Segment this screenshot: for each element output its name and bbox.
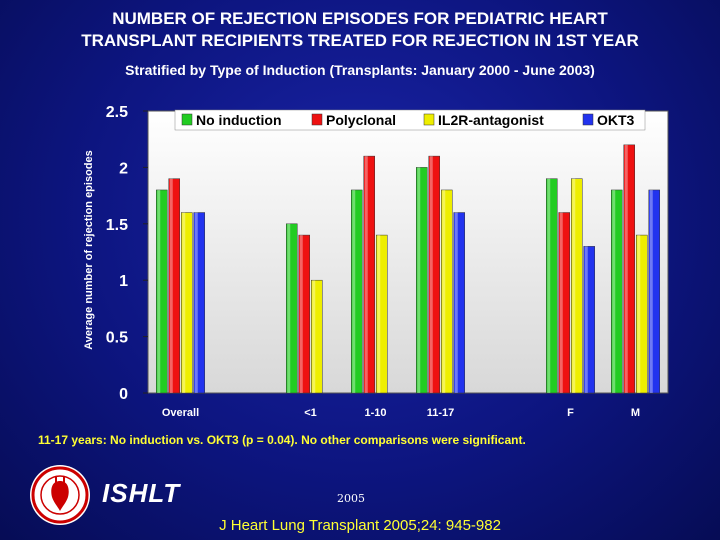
legend-label: Polyclonal xyxy=(326,112,396,128)
bar-highlight xyxy=(454,212,458,393)
bar-highlight xyxy=(377,235,381,393)
bar-no-induction xyxy=(611,189,623,394)
bar-il2r-antagonist xyxy=(441,189,453,394)
x-category-label: 1-10 xyxy=(364,407,386,419)
bar-il2r-antagonist xyxy=(181,212,193,394)
bar-okt3 xyxy=(583,246,595,394)
bar-polyclonal xyxy=(168,178,180,394)
legend-swatch xyxy=(582,113,594,126)
legend-label: No induction xyxy=(196,112,282,128)
bar-highlight xyxy=(559,212,563,393)
bar-il2r-antagonist xyxy=(376,234,388,394)
bar-polyclonal xyxy=(558,212,570,394)
y-tick-label: 2 xyxy=(119,160,128,177)
bar-highlight xyxy=(429,156,433,393)
y-tick-label: 0.5 xyxy=(106,330,128,347)
y-tick-label: 1.5 xyxy=(106,217,128,234)
bar-highlight xyxy=(312,280,316,393)
bar-highlight xyxy=(157,189,161,393)
bar-polyclonal xyxy=(363,155,375,394)
bar-no-induction xyxy=(286,223,298,394)
bar-highlight xyxy=(299,235,303,393)
bar-okt3 xyxy=(193,212,205,394)
ishlt-seal-icon xyxy=(30,465,90,525)
y-tick-label: 0 xyxy=(119,386,128,403)
bar-il2r-antagonist xyxy=(311,279,323,394)
x-category-label: Overall xyxy=(162,407,199,419)
bar-no-induction xyxy=(156,189,168,394)
bar-highlight xyxy=(364,156,368,393)
bar-polyclonal xyxy=(298,234,310,394)
legend-label: IL2R-antagonist xyxy=(438,112,544,128)
bar-highlight xyxy=(637,235,641,393)
significance-note: 11-17 years: No induction vs. OKT3 (p = … xyxy=(38,433,526,447)
legend-swatch xyxy=(311,113,323,126)
x-category-label: <1 xyxy=(304,407,317,419)
bar-highlight xyxy=(649,189,653,393)
bar-highlight xyxy=(194,212,198,393)
slide-subtitle: Stratified by Type of Induction (Transpl… xyxy=(125,62,595,78)
legend-swatch xyxy=(181,113,193,126)
bar-il2r-antagonist xyxy=(636,234,648,394)
bar-highlight xyxy=(584,246,588,393)
bar-polyclonal xyxy=(428,155,440,394)
legend-label: OKT3 xyxy=(597,112,635,128)
bar-highlight xyxy=(624,144,628,393)
bar-no-induction xyxy=(351,189,363,394)
bar-no-induction xyxy=(416,167,428,394)
bar-highlight xyxy=(182,212,186,393)
y-tick-label: 2.5 xyxy=(106,104,128,121)
bar-highlight xyxy=(572,178,576,393)
x-category-label: M xyxy=(631,407,640,419)
legend-swatch xyxy=(423,113,435,126)
org-name: ISHLT xyxy=(102,478,181,508)
x-category-label: F xyxy=(567,407,574,419)
bar-no-induction xyxy=(546,178,558,394)
bar-okt3 xyxy=(453,212,465,394)
legend-box xyxy=(174,109,646,131)
bar-highlight xyxy=(352,189,356,393)
bar-highlight xyxy=(442,189,446,393)
bar-highlight xyxy=(547,178,551,393)
y-axis-label: Average number of rejection episodes xyxy=(83,150,95,349)
y-tick-label: 1 xyxy=(119,273,128,290)
bar-polyclonal xyxy=(623,144,635,394)
bar-highlight xyxy=(417,167,421,393)
slide-title: NUMBER OF REJECTION EPISODES FOR PEDIATR… xyxy=(81,9,639,50)
bar-okt3 xyxy=(648,189,660,394)
bar-highlight xyxy=(169,178,173,393)
bar-highlight xyxy=(287,223,291,393)
citation: J Heart Lung Transplant 2005;24: 945-982 xyxy=(219,517,501,534)
report-year: 2005 xyxy=(337,492,365,505)
bar-il2r-antagonist xyxy=(571,178,583,394)
x-category-label: 11-17 xyxy=(427,407,455,419)
bar-highlight xyxy=(612,189,616,393)
